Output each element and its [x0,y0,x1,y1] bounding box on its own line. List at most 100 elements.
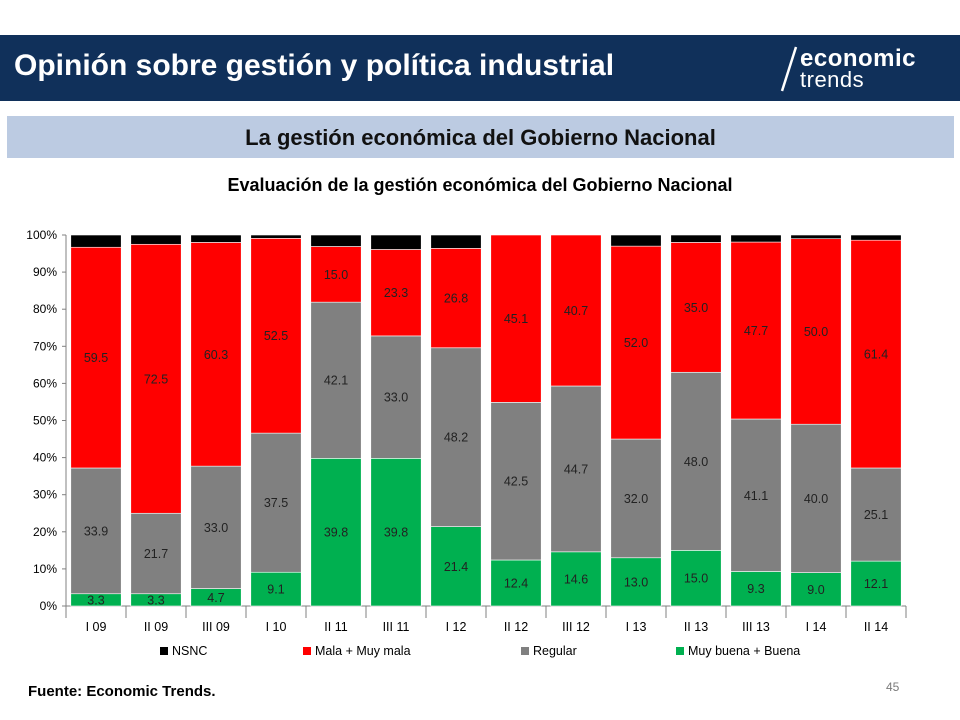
data-label: 48.2 [444,431,468,445]
bar-nsnc [370,234,422,250]
legend-swatch-nsnc [160,647,168,655]
data-label: 26.8 [444,292,468,306]
bar-mala-muy-mala [250,238,302,434]
data-label: 60.3 [204,348,228,362]
data-label: 48.0 [684,455,708,469]
x-tick-label: I 14 [806,620,827,634]
data-label: 21.4 [444,560,468,574]
x-tick-label: III 12 [562,620,590,634]
x-tick-label: II 13 [684,620,708,634]
data-label: 52.5 [264,329,288,343]
legend-swatch-regular [521,647,529,655]
data-label: 72.5 [144,372,168,386]
bar-nsnc [670,234,722,243]
bar-muy-buena-buena [610,557,662,607]
data-label: 13.0 [624,575,648,589]
bar-muy-buena-buena [310,458,362,607]
legend-label: Mala + Muy mala [315,644,411,658]
bar-regular [70,467,122,595]
data-label: 39.8 [384,526,408,540]
bar-mala-muy-mala [670,242,722,373]
bar-mala-muy-mala [730,241,782,420]
data-label: 61.4 [864,348,888,362]
data-label: 35.0 [684,301,708,315]
y-tick-label: 100% [26,228,57,242]
data-label: 25.1 [864,508,888,522]
data-label: 42.5 [504,475,528,489]
bar-muy-buena-buena [370,458,422,607]
bar-mala-muy-mala [370,249,422,337]
bar-regular [310,301,362,459]
x-tick-label: I 12 [446,620,467,634]
data-label: 33.9 [84,524,108,538]
bar-nsnc [250,234,302,239]
bar-mala-muy-mala [310,246,362,303]
data-label: 47.7 [744,324,768,338]
data-label: 9.3 [747,582,764,596]
y-tick-label: 20% [33,525,57,539]
data-label: 14.6 [564,572,588,586]
x-tick-label: III 11 [383,620,410,634]
data-label: 23.3 [384,286,408,300]
data-label: 15.0 [324,268,348,282]
data-label: 37.5 [264,496,288,510]
x-tick-label: II 14 [864,620,888,634]
bar-nsnc [790,234,842,240]
y-tick-label: 90% [33,265,57,279]
logo-word-trends: trends [800,67,865,92]
bar-muy-buena-buena [850,560,902,607]
data-label: 3.3 [147,593,164,607]
x-tick-label: II 09 [144,620,168,634]
bar-nsnc [850,234,902,241]
data-label: 44.7 [564,462,588,476]
bar-nsnc [430,234,482,249]
section-subtitle: La gestión económica del Gobierno Nacion… [245,125,716,150]
data-label: 32.0 [624,492,648,506]
economic-trends-logo: economic trends [776,43,946,95]
y-tick-label: 10% [33,562,57,576]
bar-muy-buena-buena [430,526,482,607]
bar-mala-muy-mala [190,242,242,467]
bar-mala-muy-mala [850,239,902,469]
data-label: 21.7 [144,547,168,561]
bar-regular [670,371,722,551]
x-tick-label: III 13 [742,620,770,634]
bar-mala-muy-mala [490,234,542,403]
bar-regular [370,335,422,459]
legend-swatch-mala-muy-mala [303,647,311,655]
bar-muy-buena-buena [250,571,302,607]
data-label: 9.0 [807,583,824,597]
bar-regular [790,423,842,573]
data-label: 40.0 [804,492,828,506]
bar-regular [850,467,902,562]
bar-nsnc [610,234,662,247]
page-title: Opinión sobre gestión y política industr… [14,49,615,82]
data-label: 12.1 [864,577,888,591]
bar-mala-muy-mala [550,234,602,387]
data-label: 42.1 [324,374,348,388]
logo-word-economic: economic [800,45,917,72]
data-label: 12.4 [504,576,528,590]
data-label: 45.1 [504,312,528,326]
bar-nsnc [310,234,362,247]
chart-title: Evaluación de la gestión económica del G… [227,175,732,195]
legend-swatch-muy-buena-buena [676,647,684,655]
bar-muy-buena-buena [670,550,722,607]
page-number: 45 [886,680,900,694]
bar-nsnc [130,234,182,245]
bar-mala-muy-mala [130,243,182,514]
bar-mala-muy-mala [610,245,662,440]
header-bar: Opinión sobre gestión y política industr… [0,35,960,101]
y-tick-label: 70% [33,339,57,353]
bar-regular [190,465,242,589]
y-tick-label: 50% [33,414,57,428]
bar-muy-buena-buena [550,551,602,607]
source-note: Fuente: Economic Trends. [28,683,216,700]
data-label: 15.0 [684,572,708,586]
bar-mala-muy-mala [70,246,122,469]
x-tick-label: III 09 [202,620,230,634]
legend-label: Regular [533,644,577,658]
x-tick-label: I 13 [626,620,647,634]
y-tick-label: 40% [33,451,57,465]
x-tick-label: II 11 [324,620,347,634]
